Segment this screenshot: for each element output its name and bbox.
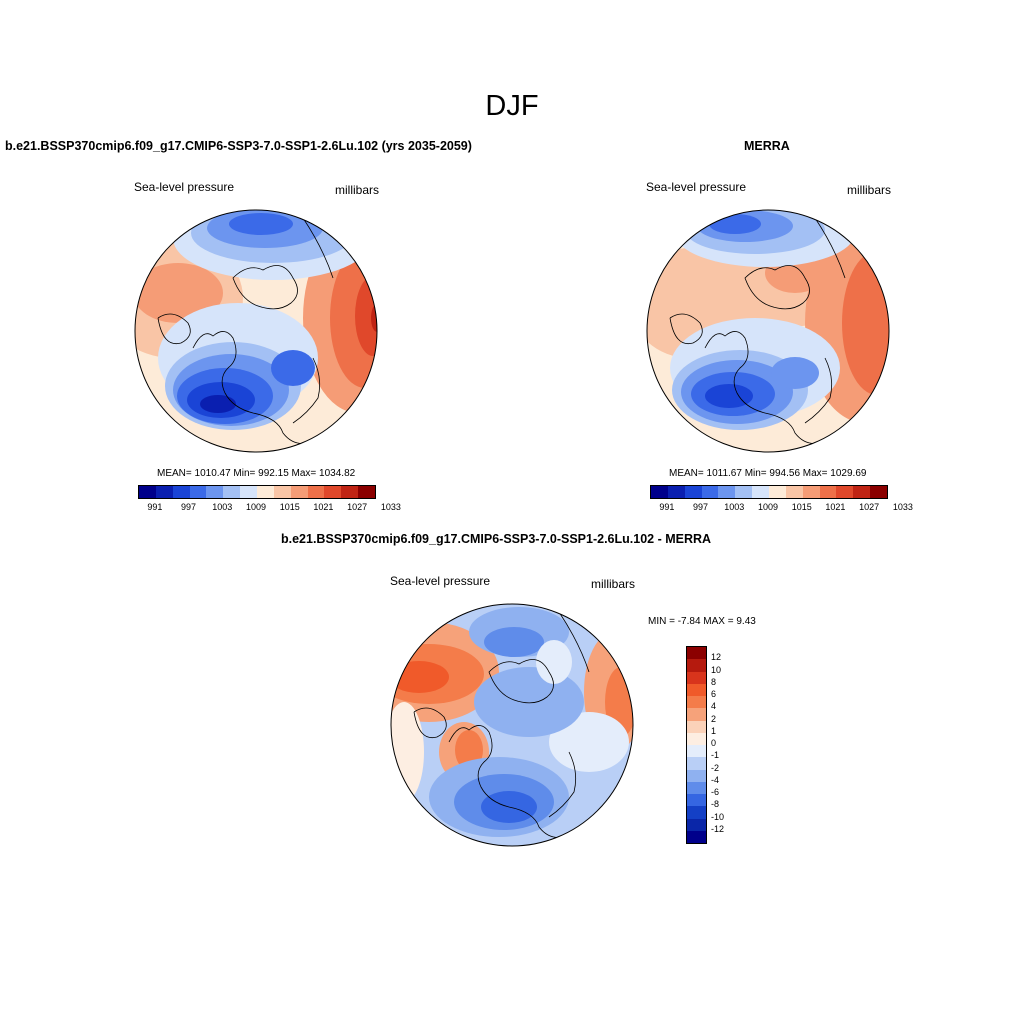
colorbar-swatch [684, 486, 702, 498]
colorbar-swatch [687, 671, 706, 684]
colorbar-swatch [223, 486, 241, 498]
colorbar-swatch [687, 745, 706, 758]
colorbar-swatch [687, 659, 706, 672]
colorbar-tick-label: 1033 [892, 502, 913, 512]
model-variable-label: Sea-level pressure [134, 180, 235, 194]
colorbar-tick-label: 991 [659, 502, 675, 512]
colorbar-tick-label: 1003 [212, 502, 233, 512]
colorbar-swatch [819, 486, 837, 498]
colorbar-tick-label: 2 [711, 713, 717, 724]
colorbar-tick-label: -12 [711, 823, 725, 834]
colorbar-swatch [341, 486, 359, 498]
model-colorbar [138, 485, 376, 499]
colorbar-tick-label: 6 [711, 689, 717, 699]
colorbar-tick-label: 991 [147, 502, 163, 512]
colorbar-tick-label: 1021 [313, 502, 334, 512]
colorbar-swatch [836, 486, 854, 498]
model-units-label: millibars [335, 183, 380, 197]
colorbar-swatch [139, 486, 156, 498]
colorbar-swatch [324, 486, 342, 498]
obs-variable-label: Sea-level pressure [646, 180, 747, 194]
model-stats-text: MEAN= 1010.47 Min= 992.15 Max= 1034.82 [157, 468, 356, 479]
colorbar-swatch [687, 757, 706, 770]
colorbar-swatch [687, 708, 706, 721]
colorbar-swatch [307, 486, 325, 498]
colorbar-tick-label: 8 [711, 676, 717, 687]
colorbar-tick-label: 1003 [724, 502, 745, 512]
colorbar-swatch [687, 769, 706, 782]
colorbar-swatch [240, 486, 258, 498]
colorbar-swatch [870, 486, 888, 498]
colorbar-swatch [718, 486, 736, 498]
obs-units-label: millibars [847, 183, 892, 197]
colorbar-swatch [206, 486, 224, 498]
diff-stats-text: MIN = -7.84 MAX = 9.43 [648, 616, 756, 627]
diff-colorbar [686, 646, 707, 844]
obs-colorbar [650, 485, 888, 499]
colorbar-swatch [273, 486, 291, 498]
colorbar-tick-label: -6 [711, 787, 720, 797]
colorbar-swatch [701, 486, 719, 498]
colorbar-swatch [752, 486, 770, 498]
colorbar-tick-label: -1 [711, 750, 720, 761]
diff-panel-title: b.e21.BSSP370cmip6.f09_g17.CMIP6-SSP3-7.… [281, 532, 712, 546]
colorbar-swatch [257, 486, 274, 498]
colorbar-tick-label: 1015 [279, 502, 300, 512]
colorbar-tick-label: 1 [711, 725, 717, 736]
colorbar-tick-label: 997 [181, 502, 197, 512]
colorbar-swatch [687, 818, 706, 831]
diff-units-label: millibars [591, 577, 636, 591]
colorbar-tick-label: 10 [711, 664, 722, 675]
colorbar-swatch [687, 696, 706, 709]
colorbar-tick-label: -8 [711, 799, 720, 810]
colorbar-swatch [155, 486, 173, 498]
colorbar-swatch [853, 486, 871, 498]
colorbar-tick-label: 12 [711, 652, 722, 663]
colorbar-swatch [687, 720, 706, 733]
diff-variable-label: Sea-level pressure [390, 574, 491, 588]
colorbar-swatch [358, 486, 376, 498]
model-panel-title: b.e21.BSSP370cmip6.f09_g17.CMIP6-SSP3-7.… [5, 139, 472, 153]
colorbar-tick-label: 1027 [859, 502, 880, 512]
colorbar-swatch [172, 486, 190, 498]
colorbar-swatch [687, 781, 706, 794]
colorbar-tick-label: 1021 [825, 502, 846, 512]
colorbar-tick-label: 4 [711, 701, 717, 712]
obs-stats-text: MEAN= 1011.67 Min= 994.56 Max= 1029.69 [669, 468, 867, 479]
colorbar-tick-label: 1009 [245, 502, 267, 512]
colorbar-tick-label: 1027 [347, 502, 368, 512]
colorbar-swatch [687, 732, 706, 745]
model-polar-map [134, 209, 378, 453]
colorbar-tick-label: 0 [711, 738, 717, 748]
colorbar-swatch [687, 830, 706, 843]
colorbar-swatch [802, 486, 820, 498]
colorbar-tick-label: -4 [711, 774, 720, 785]
colorbar-tick-label: 997 [693, 502, 709, 512]
colorbar-swatch [687, 806, 706, 819]
diff-polar-map [390, 603, 634, 847]
colorbar-swatch [189, 486, 207, 498]
colorbar-swatch [769, 486, 786, 498]
colorbar-swatch [667, 486, 685, 498]
colorbar-tick-label: 1033 [380, 502, 401, 512]
colorbar-tick-label: 1015 [791, 502, 812, 512]
colorbar-swatch [687, 647, 706, 660]
obs-panel-title: MERRA [744, 139, 790, 153]
colorbar-swatch [651, 486, 668, 498]
colorbar-swatch [290, 486, 308, 498]
colorbar-swatch [687, 794, 706, 807]
colorbar-swatch [687, 683, 706, 696]
colorbar-tick-label: -2 [711, 762, 720, 773]
colorbar-tick-label: -10 [711, 811, 725, 822]
colorbar-tick-label: 1009 [757, 502, 779, 512]
colorbar-swatch [785, 486, 803, 498]
figure-title: DJF [485, 90, 539, 122]
obs-polar-map [646, 209, 890, 453]
colorbar-swatch [735, 486, 753, 498]
